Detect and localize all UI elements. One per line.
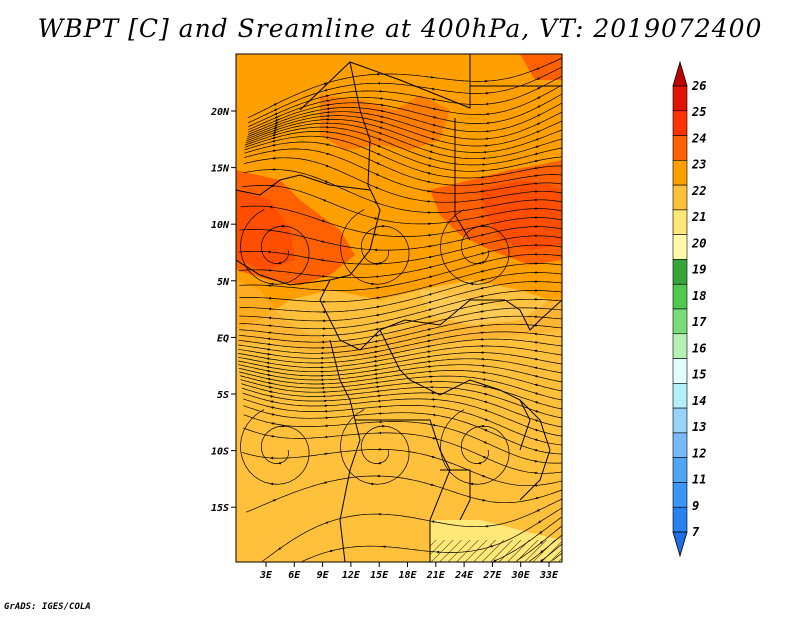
lon-tick-label: 24E: [454, 570, 474, 581]
colorbar-label: 21: [691, 210, 706, 224]
colorbar-bin: [672, 482, 688, 508]
colorbar-bin: [672, 383, 688, 409]
longitude-axis: 3E 6E 9E 12E 15E 18E 21E 24E 27E 30E 33E: [259, 562, 559, 581]
lon-tick-label: 9E: [317, 570, 330, 581]
lat-tick-label: 10S: [211, 447, 229, 458]
colorbar-label: 26: [691, 79, 706, 93]
colorbar-label: 14: [692, 394, 706, 408]
colorbar-label: 19: [692, 263, 706, 277]
colorbar-bin: [672, 457, 688, 483]
colorbar-label: 9: [692, 499, 699, 513]
colorbar: 26 25 24 23 22 21 20 19 18 17 16 15 14 13 12 11 9 7: [672, 60, 707, 558]
colorbar-top-triangle: [672, 60, 688, 87]
colorbar-label: 18: [692, 289, 706, 303]
colorbar-label: 24: [691, 131, 706, 145]
colorbar-bin: [672, 85, 688, 112]
lon-tick-label: 3E: [259, 570, 273, 581]
colorbar-bin: [672, 506, 688, 533]
colorbar-label: 23: [691, 158, 706, 172]
colorbar-bin: [672, 283, 688, 310]
colorbar-label: 17: [692, 315, 707, 329]
colorbar-bin: [672, 407, 688, 434]
wbpt-field: [236, 54, 562, 562]
lon-tick-label: 6E: [288, 570, 301, 581]
colorbar-label: 12: [692, 446, 706, 460]
colorbar-bin: [672, 358, 688, 384]
colorbar-bin: [672, 333, 688, 359]
lon-tick-label: 15E: [370, 570, 389, 581]
colorbar-bin: [672, 432, 688, 458]
country-borders: [236, 54, 562, 562]
colorbar-label: 16: [692, 341, 706, 355]
grads-credit: GrADS: IGES/COLA: [4, 602, 91, 612]
colorbar-bin: [672, 234, 688, 260]
lat-tick-label: 10N: [211, 220, 230, 231]
colorbar-bin: [672, 259, 688, 285]
colorbar-bin: [672, 135, 688, 161]
lon-tick-label: 30E: [511, 570, 531, 581]
colorbar-label: 20: [691, 236, 706, 250]
latitude-axis: 20N 15N 10N 5N EQ 5S 10S 15S: [210, 107, 236, 514]
lon-tick-label: 33E: [539, 570, 559, 581]
lon-tick-label: 12E: [342, 570, 361, 581]
colorbar-bin: [672, 110, 688, 136]
lat-tick-label: 15S: [211, 503, 229, 514]
colorbar-label: 7: [692, 525, 700, 539]
map-panel: 3E 6E 9E 12E 15E 18E 21E 24E 27E 30E 33E 20N 15N 10N…: [210, 53, 563, 581]
colorbar-label: 22: [691, 184, 706, 198]
colorbar-bin: [672, 160, 688, 186]
lon-tick-label: 27E: [482, 570, 502, 581]
colorbar-label: 11: [692, 473, 706, 487]
lat-tick-label: 5S: [217, 390, 229, 401]
colorbar-bottom-triangle: [672, 531, 688, 558]
lon-tick-label: 21E: [426, 570, 446, 581]
lat-tick-label: 5N: [217, 277, 230, 288]
colorbar-bin: [672, 209, 688, 235]
lat-tick-label: EQ: [217, 333, 229, 344]
colorbar-bin: [672, 308, 688, 335]
colorbar-label: 25: [691, 105, 706, 119]
lat-tick-label: 20N: [210, 107, 230, 118]
colorbar-bin: [672, 184, 688, 211]
lat-tick-label: 15N: [211, 164, 230, 175]
map-title: WBPT [C] and Sreamline at 400hPa, VT: 20…: [37, 14, 763, 43]
map-frame: [235, 53, 563, 563]
colorbar-label: 13: [692, 420, 706, 434]
colorbar-label: 15: [692, 368, 706, 382]
lon-tick-label: 18E: [398, 570, 417, 581]
